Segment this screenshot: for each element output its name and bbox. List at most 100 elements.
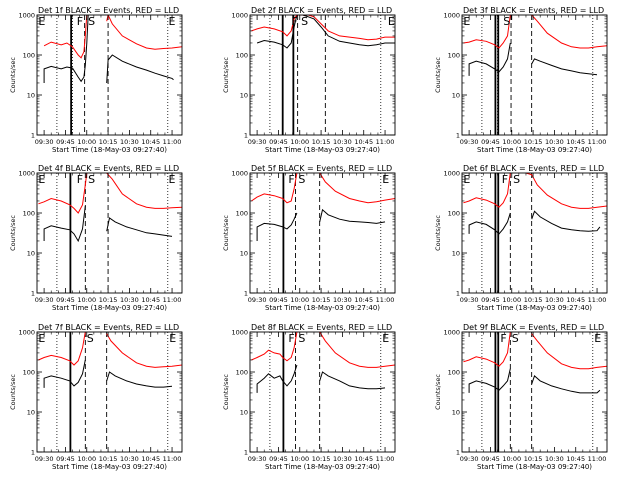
x-tick-label: 11:00 xyxy=(376,455,395,463)
event-marker-e: E xyxy=(382,332,389,345)
x-tick-label: 10:30 xyxy=(545,296,564,304)
y-tick-label: 10 xyxy=(240,92,248,100)
x-tick-label: 09:45 xyxy=(481,138,500,146)
panel-5: Det 5f BLACK = Events, RED = LLD 1 10 100 10… xyxy=(222,164,396,312)
event-marker-f: F xyxy=(288,173,294,186)
x-tick-label: 10:15 xyxy=(312,138,331,146)
x-axis-label: Start Time (18-May-03 09:27:40) xyxy=(477,146,592,154)
plot-frame xyxy=(249,331,396,453)
y-axis-label: Counts/sec xyxy=(9,57,17,93)
x-tick-label: 10:15 xyxy=(312,296,331,304)
events-series-line xyxy=(256,212,298,241)
lld-series-line xyxy=(463,15,511,49)
event-marker-e: E xyxy=(463,173,470,186)
events-series-line xyxy=(531,210,601,232)
event-marker-f: F xyxy=(77,15,83,28)
x-tick-label: 09:45 xyxy=(56,296,75,304)
x-tick-label: 10:45 xyxy=(566,455,585,463)
y-tick-label: 100 xyxy=(448,52,460,60)
panel-title: Det 7f BLACK = Events, RED = LLD xyxy=(38,323,179,332)
y-tick-label: 1 xyxy=(244,449,248,457)
event-marker-e: E xyxy=(38,332,45,345)
x-tick-label: 10:30 xyxy=(545,138,564,146)
x-tick-label: 10:45 xyxy=(141,296,160,304)
x-tick-label: 09:30 xyxy=(35,138,54,146)
plot-frame xyxy=(461,14,608,136)
events-series-line xyxy=(43,359,86,388)
x-tick-label: 10:00 xyxy=(290,138,309,146)
x-tick-label: 09:45 xyxy=(269,296,288,304)
x-tick-label: 10:45 xyxy=(566,138,585,146)
y-tick-label: 10 xyxy=(452,409,460,417)
y-axis-label: Counts/sec xyxy=(434,57,442,93)
plot-frame xyxy=(461,172,608,294)
x-tick-label: 10:15 xyxy=(312,455,331,463)
x-tick-label: 09:45 xyxy=(481,296,500,304)
x-axis-label: Start Time (18-May-03 09:27:40) xyxy=(477,463,592,471)
events-series-line xyxy=(531,375,601,394)
x-tick-label: 10:00 xyxy=(77,138,96,146)
x-tick-label: 09:45 xyxy=(269,455,288,463)
event-marker-e: E xyxy=(382,173,389,186)
y-tick-label: 10 xyxy=(240,409,248,417)
panel-6: Det 6f BLACK = Events, RED = LLD 1 10 100 10… xyxy=(434,164,608,312)
x-tick-label: 10:00 xyxy=(502,296,521,304)
x-tick-label: 10:45 xyxy=(354,138,373,146)
panel-title: Det 4f BLACK = Events, RED = LLD xyxy=(38,164,179,173)
events-series-line xyxy=(43,15,89,83)
y-tick-label: 1000 xyxy=(443,12,460,20)
lld-series-line xyxy=(106,15,182,50)
event-marker-e: E xyxy=(168,173,175,186)
x-tick-label: 09:30 xyxy=(248,455,267,463)
x-tick-label: 09:45 xyxy=(56,455,75,463)
x-tick-label: 10:30 xyxy=(333,138,352,146)
x-tick-label: 10:30 xyxy=(120,138,139,146)
x-tick-label: 09:45 xyxy=(56,138,75,146)
lld-series-line xyxy=(251,15,395,41)
y-tick-label: 1000 xyxy=(231,12,248,20)
y-tick-label: 10 xyxy=(27,409,35,417)
x-tick-label: 11:00 xyxy=(588,138,607,146)
events-series-line xyxy=(319,208,386,224)
panel-title: Det 9f BLACK = Events, RED = LLD xyxy=(463,323,604,332)
event-marker-s: S xyxy=(298,173,305,186)
events-series-line xyxy=(468,42,511,76)
x-tick-label: 10:15 xyxy=(99,296,118,304)
x-tick-label: 11:00 xyxy=(163,455,182,463)
x-axis-label: Start Time (18-May-03 09:27:40) xyxy=(52,304,167,312)
panel-9: Det 9f BLACK = Events, RED = LLD 1 10 100 10… xyxy=(434,323,608,471)
y-axis-label: Counts/sec xyxy=(222,57,230,93)
lld-series-line xyxy=(463,332,511,367)
x-tick-label: 09:30 xyxy=(248,296,267,304)
x-tick-label: 10:00 xyxy=(290,296,309,304)
events-series-line xyxy=(319,371,386,390)
panel-8: Det 8f BLACK = Events, RED = LLD 1 10 100 10… xyxy=(222,323,396,471)
x-tick-label: 09:30 xyxy=(35,455,54,463)
y-tick-label: 100 xyxy=(448,369,460,377)
lld-series-line xyxy=(38,332,86,366)
event-marker-f: F xyxy=(502,173,508,186)
y-tick-label: 10 xyxy=(452,250,460,258)
x-tick-label: 10:45 xyxy=(354,296,373,304)
x-tick-label: 09:45 xyxy=(269,138,288,146)
panel-title: Det 2f BLACK = Events, RED = LLD xyxy=(251,6,392,15)
x-tick-label: 10:30 xyxy=(120,296,139,304)
x-axis-label: Start Time (18-May-03 09:27:40) xyxy=(265,146,380,154)
x-tick-label: 10:00 xyxy=(502,138,521,146)
event-marker-e: E xyxy=(463,15,470,28)
x-axis-label: Start Time (18-May-03 09:27:40) xyxy=(265,304,380,312)
x-tick-label: 10:30 xyxy=(333,296,352,304)
x-tick-label: 09:30 xyxy=(35,296,54,304)
event-marker-f: F xyxy=(77,173,83,186)
y-axis-label: Counts/sec xyxy=(222,215,230,251)
x-tick-label: 10:15 xyxy=(99,455,118,463)
panel-3: Det 3f BLACK = Events, RED = LLD 1 10 100 10… xyxy=(434,6,608,154)
x-tick-label: 10:15 xyxy=(524,296,543,304)
lld-series-line xyxy=(106,333,182,368)
events-series-line xyxy=(256,364,298,393)
x-tick-label: 10:00 xyxy=(502,455,521,463)
events-series-line xyxy=(256,15,395,49)
x-axis-label: Start Time (18-May-03 09:27:40) xyxy=(52,463,167,471)
x-tick-label: 10:00 xyxy=(290,455,309,463)
event-marker-e: E xyxy=(38,15,45,28)
